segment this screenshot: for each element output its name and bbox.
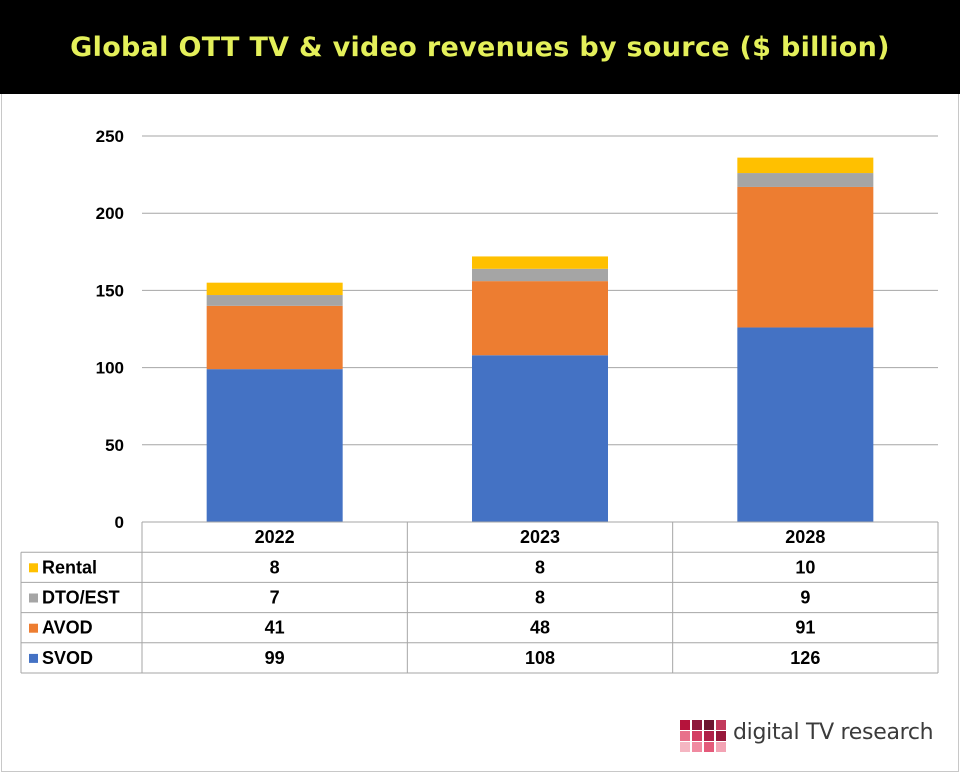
y-tick-label: 0: [115, 513, 124, 532]
chart-title: Global OTT TV & video revenues by source…: [70, 31, 890, 63]
y-tick-label: 200: [96, 204, 124, 223]
data-label: 91: [795, 618, 815, 638]
bar-dto-est: [737, 173, 874, 187]
y-tick-label: 250: [96, 127, 124, 146]
bar-avod: [206, 305, 343, 370]
data-label: 8: [535, 588, 545, 608]
data-label: 8: [270, 557, 280, 577]
legend-swatch: [29, 563, 38, 573]
bar-rental: [472, 256, 608, 269]
chart-frame: [1, 94, 959, 772]
data-label: 7: [270, 588, 280, 608]
title-bar: Global OTT TV & video revenues by source…: [0, 0, 960, 94]
legend-swatch: [29, 593, 38, 603]
bar-svod: [472, 355, 608, 522]
legend-label: AVOD: [42, 618, 93, 638]
legend-swatch: [29, 623, 38, 633]
legend-label: SVOD: [42, 648, 93, 668]
bar-svod: [737, 327, 874, 522]
data-label: 10: [795, 557, 815, 577]
logo-text: digital TV research: [733, 720, 934, 745]
legend-label: Rental: [42, 557, 97, 577]
bar-dto-est: [206, 295, 343, 306]
legend-swatch: [29, 653, 38, 663]
bar-rental: [737, 157, 874, 174]
data-label: 48: [530, 618, 550, 638]
bar-avod: [737, 186, 874, 328]
data-label: 9: [800, 588, 810, 608]
data-label: 99: [265, 648, 285, 668]
x-tick-label: 2028: [785, 527, 825, 547]
x-tick-label: 2023: [520, 527, 560, 547]
y-tick-label: 100: [96, 359, 124, 378]
y-tick-label: 50: [105, 436, 124, 455]
y-tick-label: 150: [96, 281, 124, 300]
logo: digital TV research: [680, 718, 942, 752]
data-label: 41: [265, 618, 285, 638]
bar-avod: [472, 281, 608, 356]
data-label: 126: [790, 648, 820, 668]
mosaic-squares-logo-icon: [680, 720, 726, 752]
legend-label: DTO/EST: [42, 588, 120, 608]
bar-svod: [206, 369, 343, 522]
data-label: 8: [535, 557, 545, 577]
bar-rental: [206, 282, 343, 296]
x-tick-label: 2022: [255, 527, 295, 547]
bar-dto-est: [472, 268, 608, 282]
data-label: 108: [525, 648, 555, 668]
